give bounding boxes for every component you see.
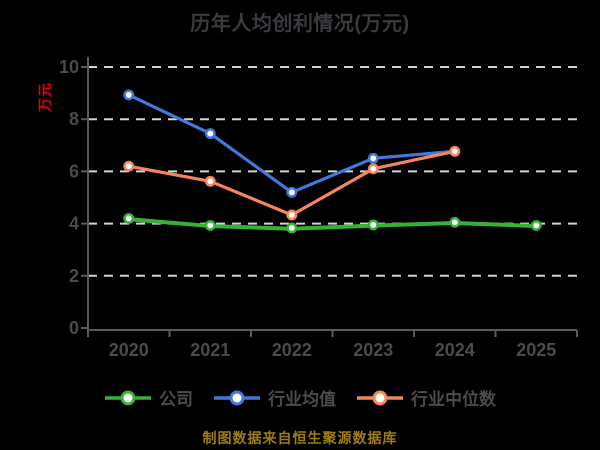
svg-text:2025: 2025 — [516, 340, 556, 360]
svg-text:10: 10 — [59, 57, 79, 77]
legend-item-company: 公司 — [104, 385, 193, 410]
axes — [81, 57, 578, 337]
svg-text:2022: 2022 — [272, 340, 312, 360]
svg-text:6: 6 — [69, 161, 79, 181]
data-point-marker — [204, 175, 216, 187]
line-marker-icon — [357, 390, 403, 405]
legend-item-industry-mean: 行业均值 — [213, 385, 336, 410]
series-industry-median — [123, 145, 461, 221]
data-point-marker — [123, 89, 135, 101]
line-marker-icon — [105, 390, 151, 405]
data-point-marker — [286, 186, 298, 198]
data-point-marker — [204, 128, 216, 140]
legend-label: 行业均值 — [268, 390, 336, 409]
data-point-marker — [449, 145, 461, 157]
svg-text:8: 8 — [69, 109, 79, 129]
svg-text:2: 2 — [69, 266, 79, 286]
series-industry-mean — [123, 89, 461, 198]
series-company — [123, 212, 542, 234]
data-point-marker — [530, 219, 542, 231]
legend-label: 公司 — [159, 390, 193, 409]
chart-title: 历年人均创利情况(万元) — [190, 13, 410, 35]
data-point-marker — [449, 216, 461, 228]
svg-text:2024: 2024 — [435, 340, 475, 360]
data-source-note: 制图数据来自恒生聚源数据库 — [202, 430, 398, 446]
data-point-marker — [367, 163, 379, 175]
svg-text:4: 4 — [69, 214, 79, 234]
legend-label: 行业中位数 — [411, 390, 496, 409]
legend: 公司 行业均值 行业中位数 — [0, 385, 600, 410]
data-point-marker — [367, 152, 379, 164]
tick-labels: 0 2 4 6 8 10 2020 2021 2022 2023 2024 2025 — [59, 57, 556, 360]
data-point-marker — [286, 209, 298, 221]
svg-text:2023: 2023 — [353, 340, 393, 360]
data-point-marker — [367, 219, 379, 231]
data-point-marker — [286, 222, 298, 234]
data-point-marker — [204, 219, 216, 231]
line-marker-icon — [214, 390, 260, 405]
data-point-marker — [123, 160, 135, 172]
data-point-marker — [123, 212, 135, 224]
svg-text:2020: 2020 — [109, 340, 149, 360]
gridlines — [88, 66, 577, 277]
svg-text:0: 0 — [69, 318, 79, 338]
svg-text:2021: 2021 — [190, 340, 230, 360]
legend-item-industry-median: 行业中位数 — [356, 385, 496, 410]
